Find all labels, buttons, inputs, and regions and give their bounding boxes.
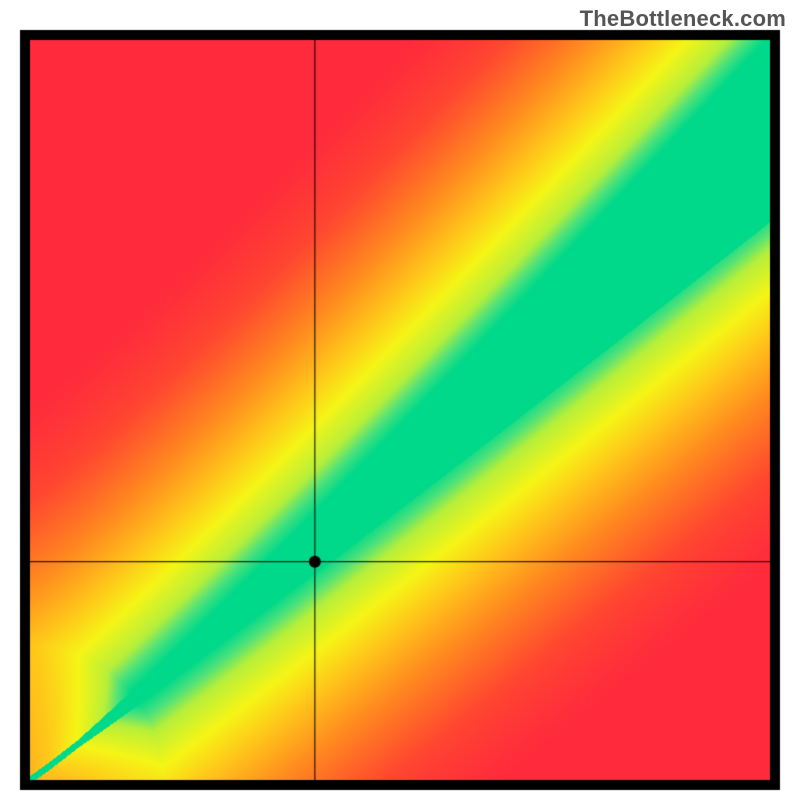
bottleneck-heatmap <box>0 0 800 800</box>
watermark-text: TheBottleneck.com <box>580 6 786 32</box>
chart-container: TheBottleneck.com <box>0 0 800 800</box>
